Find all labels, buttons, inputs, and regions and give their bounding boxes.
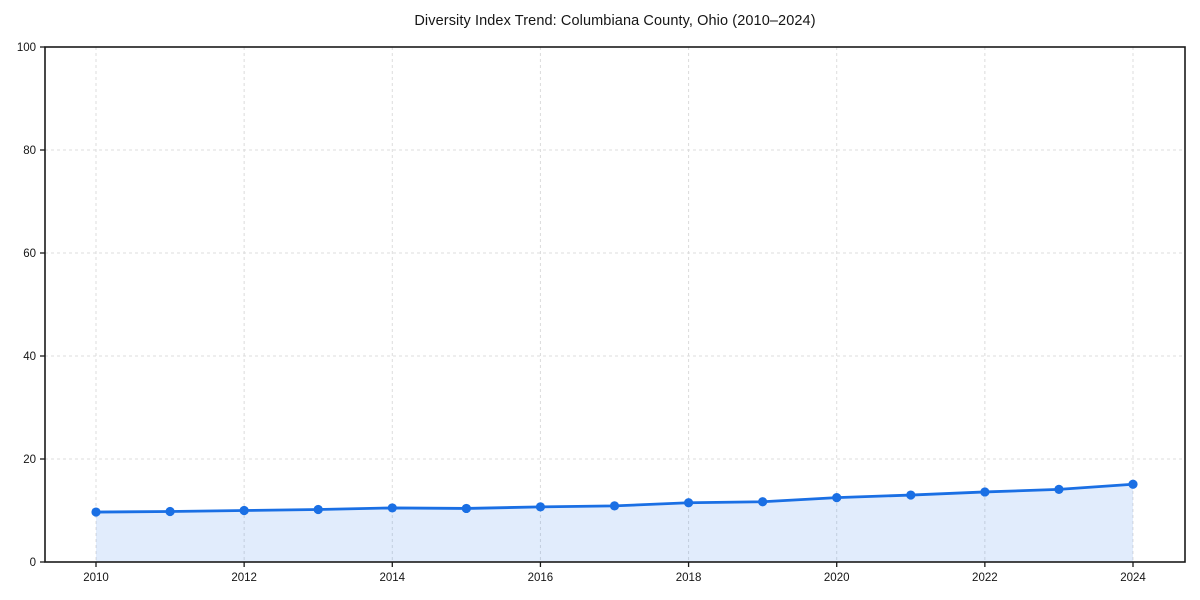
data-point-2020 [832,493,842,503]
x-tick-label: 2020 [824,572,850,584]
x-tick-label: 2022 [972,572,998,584]
data-point-2022 [980,487,990,497]
data-point-2021 [906,490,916,500]
data-point-2023 [1054,484,1064,494]
y-tick-label: 20 [23,454,36,466]
data-point-2011 [165,506,175,517]
data-point-2010 [91,507,101,517]
data-point-2019 [758,497,768,507]
data-point-2016 [535,502,546,512]
y-tick-label: 40 [23,351,36,363]
y-tick-label: 80 [23,145,36,157]
x-tick-label: 2010 [83,572,109,584]
data-points [91,479,1138,517]
data-point-2018 [683,498,694,508]
data-point-2015 [461,503,471,514]
tick-labels: 0 20 40 60 80 100 2010 2012 2014 2016 2018 2020 2022… [17,42,1147,584]
chart-title: Diversity Index Trend: Columbiana County… [414,13,816,29]
data-point-2017 [609,501,620,511]
gridlines [45,46,1185,562]
x-tick-label: 2024 [1120,572,1146,584]
y-tick-label: 100 [17,42,36,54]
area-fill [96,484,1133,562]
x-tick-label: 2012 [231,572,257,584]
data-point-2014 [387,503,397,513]
y-tick-label: 60 [23,248,36,260]
area-fill-path [96,484,1133,562]
plot-border [44,46,1186,563]
data-point-2012 [239,505,249,516]
y-tick-label: 0 [30,557,36,569]
x-tick-label: 2014 [379,572,405,584]
data-point-2024 [1128,479,1138,489]
x-tick-label: 2016 [528,572,554,584]
data-point-2013 [313,504,323,515]
axes [40,46,1186,567]
x-tick-label: 2018 [676,572,702,584]
